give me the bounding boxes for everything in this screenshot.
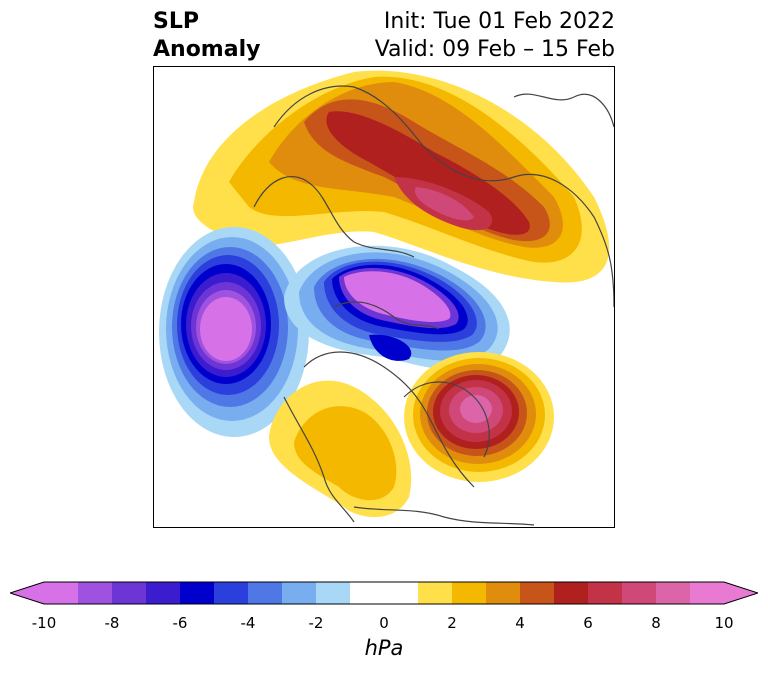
negative-anomaly-pacific [159,227,309,437]
colorbar-extend-high [724,582,758,604]
colorbar-segments [10,582,758,604]
colorbar-segment [180,582,215,604]
colorbar-segment [316,582,351,604]
colorbar-tick-label: -6 [172,614,188,632]
title-subtitle: Anomaly [153,37,261,62]
map-panel [153,66,615,528]
colorbar-tick-label: 8 [651,614,661,632]
colorbar-tick-label: 2 [447,614,457,632]
title-variable: SLP [153,9,199,34]
colorbar-segment [554,582,589,604]
colorbar-segment [78,582,113,604]
colorbar-tick-label: -8 [104,614,120,632]
colorbar-segment [418,582,453,604]
colorbar-segment [44,582,79,604]
colorbar-segment [384,582,419,604]
colorbar-tick-label: 6 [583,614,593,632]
colorbar-tick-label: -4 [240,614,256,632]
colorbar-segment [520,582,555,604]
colorbar-segment [248,582,283,604]
colorbar-segment [214,582,249,604]
colorbar-extend-low [10,582,44,604]
colorbar-unit: hPa [364,636,404,660]
colorbar-segment [452,582,487,604]
colorbar-tick-label: -2 [308,614,324,632]
colorbar-tick-label: -10 [31,614,57,632]
map-title: SLP Anomaly [153,8,260,64]
colorbar-segment [622,582,657,604]
colorbar-tick-label: 0 [379,614,389,632]
colorbar-segment [486,582,521,604]
anomaly-map [159,70,614,526]
colorbar-segment [588,582,623,604]
colorbar-tick-label: 10 [714,614,734,632]
colorbar-tick-label: 4 [515,614,525,632]
colorbar-segment [282,582,317,604]
positive-anomaly-usa [269,380,412,517]
positive-anomaly-eurasia [193,70,610,283]
map-date-info: Init: Tue 01 Feb 2022 Valid: 09 Feb – 15… [375,8,615,64]
colorbar-segment [690,582,725,604]
colorbar-outline [10,581,758,605]
colorbar-segment [656,582,691,604]
colorbar-segment [112,582,147,604]
negative-anomaly-arctic [284,245,510,371]
coastlines [253,85,614,526]
colorbar-segment [146,582,181,604]
positive-anomaly-atlantic [404,352,554,482]
valid-range: Valid: 09 Feb – 15 Feb [374,37,615,62]
colorbar-segment [350,582,385,604]
colorbar [10,581,758,605]
init-date: Init: Tue 01 Feb 2022 [383,9,615,34]
